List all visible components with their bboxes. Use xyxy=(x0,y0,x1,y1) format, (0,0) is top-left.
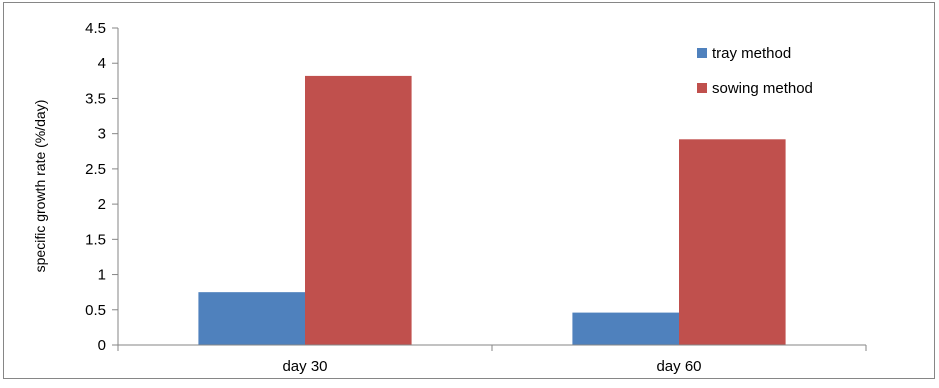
x-tick-label: day 60 xyxy=(656,358,701,375)
y-axis-title: specific growth rate (%/day) xyxy=(32,100,48,273)
chart-frame xyxy=(3,2,935,379)
y-tick-label: 3.5 xyxy=(85,90,106,107)
bar-sowing-method-day-30 xyxy=(305,75,412,345)
bar-sowing-method-day-60 xyxy=(679,139,786,345)
bar-tray-method-day-60 xyxy=(572,312,679,345)
legend-swatch xyxy=(697,83,707,93)
y-tick-label: 1.5 xyxy=(85,231,106,248)
legend: tray method sowing method xyxy=(697,45,813,97)
y-axis: 0 0.5 1 1.5 2 2.5 3 3.5 4 4.5 xyxy=(85,20,119,354)
y-tick-label: 4 xyxy=(98,55,106,72)
bar-tray-method-day-30 xyxy=(198,292,305,345)
y-tick-label: 2.5 xyxy=(85,161,106,178)
y-tick-label: 3 xyxy=(98,126,106,143)
y-tick-label: 0 xyxy=(98,337,106,354)
y-tick-label: 4.5 xyxy=(85,20,106,37)
y-tick-label: 2 xyxy=(98,196,106,213)
legend-label: sowing method xyxy=(712,80,813,97)
x-tick-label: day 30 xyxy=(282,358,327,375)
x-axis: day 30 day 60 xyxy=(117,344,867,375)
legend-label: tray method xyxy=(712,45,791,62)
legend-swatch xyxy=(697,48,707,58)
bars xyxy=(198,75,786,345)
y-tick-label: 0.5 xyxy=(85,302,106,319)
y-tick-label: 1 xyxy=(98,267,106,284)
y-axis-title-group: specific growth rate (%/day) xyxy=(32,100,48,273)
